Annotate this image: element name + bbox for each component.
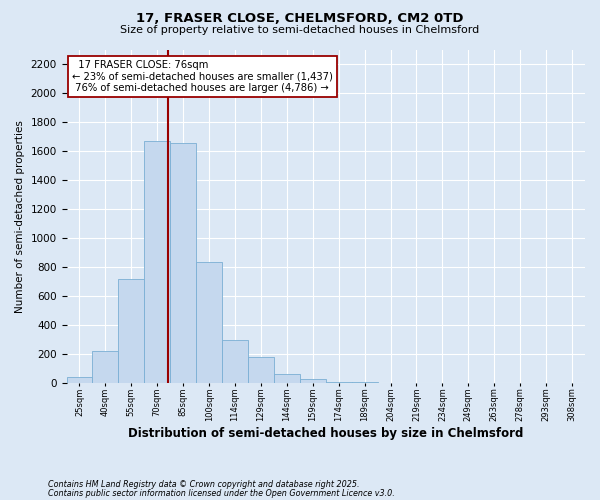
Bar <box>67 377 92 384</box>
Text: Contains public sector information licensed under the Open Government Licence v3: Contains public sector information licen… <box>48 488 395 498</box>
Bar <box>144 142 170 384</box>
Bar <box>352 382 377 384</box>
X-axis label: Distribution of semi-detached houses by size in Chelmsford: Distribution of semi-detached houses by … <box>128 427 523 440</box>
Bar <box>300 379 326 384</box>
Bar <box>118 279 144 384</box>
Bar <box>222 340 248 384</box>
Bar <box>196 262 222 384</box>
Bar <box>248 356 274 384</box>
Y-axis label: Number of semi-detached properties: Number of semi-detached properties <box>15 120 25 313</box>
Text: 17 FRASER CLOSE: 76sqm
← 23% of semi-detached houses are smaller (1,437)
 76% of: 17 FRASER CLOSE: 76sqm ← 23% of semi-det… <box>72 60 332 93</box>
Text: Size of property relative to semi-detached houses in Chelmsford: Size of property relative to semi-detach… <box>121 25 479 35</box>
Bar <box>92 351 118 384</box>
Bar <box>430 382 455 384</box>
Bar <box>326 382 352 384</box>
Text: 17, FRASER CLOSE, CHELMSFORD, CM2 0TD: 17, FRASER CLOSE, CHELMSFORD, CM2 0TD <box>136 12 464 26</box>
Bar <box>170 143 196 384</box>
Text: Contains HM Land Registry data © Crown copyright and database right 2025.: Contains HM Land Registry data © Crown c… <box>48 480 359 489</box>
Bar <box>274 374 300 384</box>
